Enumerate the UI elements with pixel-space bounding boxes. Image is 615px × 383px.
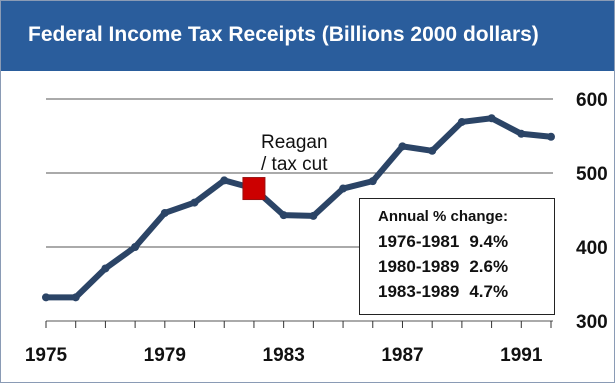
data-point [517,129,526,138]
data-point [131,243,140,251]
data-point [101,264,110,273]
title-bar: Federal Income Tax Receipts (Billions 20… [1,1,614,71]
y-tick-label: 600 [576,90,608,111]
x-tick-label: 1987 [381,345,423,366]
data-point [368,177,377,186]
x-tick-label: 1991 [500,345,543,366]
annotation-line-1: Reagan [261,132,328,153]
chart-title: Federal Income Tax Receipts (Billions 20… [28,23,539,46]
stats-value: 2.6% [469,257,509,276]
series-line [43,115,554,301]
data-point [160,208,169,217]
x-tick-label: 1983 [263,345,305,366]
data-point [220,176,229,185]
highlight-marker [242,177,266,201]
stats-box: Annual % change: 1976-1981 9.4% 1980-1989… [359,198,555,315]
stats-row: 1976-1981 9.4% [378,229,554,254]
stats-value: 9.4% [469,232,509,251]
data-point [457,117,466,126]
data-point [398,142,407,151]
stats-heading: Annual % change: [378,208,509,225]
data-point [279,211,288,220]
data-point [339,184,348,193]
annotation-line-2: / tax cut [261,154,328,175]
data-point [42,293,50,302]
stats-value: 4.7% [469,282,509,301]
data-point [487,114,496,123]
data-point [428,146,437,155]
data-point [547,132,555,141]
stats-row: 1983-1989 4.7% [378,279,554,304]
data-point [190,198,199,207]
stats-row: 1980-1989 2.6% [378,254,554,279]
y-tick-label: 300 [576,312,608,333]
data-point [309,211,318,220]
y-tick-label: 400 [576,238,608,259]
x-tick-label: 1975 [25,345,68,366]
stats-period: 1983-1989 [378,282,460,301]
data-point [71,293,80,302]
stats-period: 1980-1989 [378,257,460,276]
annotation-label: Reagan / tax cut [261,132,328,176]
stats-period: 1976-1981 [378,232,460,251]
y-tick-label: 500 [576,164,608,185]
x-tick-label: 1979 [144,345,186,366]
